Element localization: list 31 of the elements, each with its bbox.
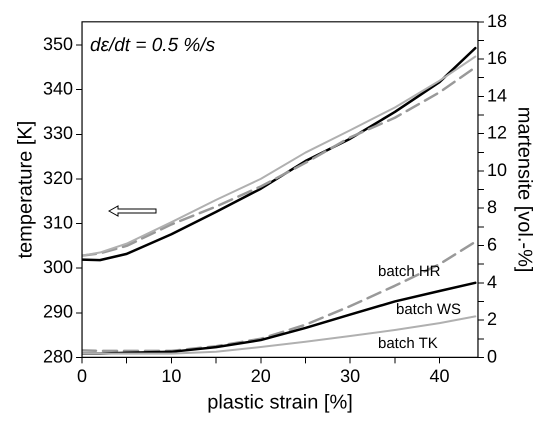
x-tick-label: 20 — [250, 366, 271, 386]
y2-tick-label: 18 — [486, 10, 508, 31]
y-tick-label: 340 — [42, 78, 74, 99]
y2-tick-label: 14 — [486, 85, 508, 106]
y2-tick-label: 10 — [486, 160, 508, 180]
y2-axis-title: martensite [vol.-%] — [513, 106, 536, 272]
y-tick-label: 300 — [42, 257, 74, 278]
y2-tick-label: 8 — [486, 197, 497, 218]
annotation: dε/dt = 0.5 %/s — [90, 35, 216, 56]
series-label: batch HR — [378, 262, 441, 280]
y2-tick-label: 0 — [486, 346, 497, 366]
y-tick-label: 280 — [42, 346, 74, 366]
series-label: batch WS — [396, 301, 462, 318]
y-tick-label: 310 — [42, 212, 74, 232]
x-axis-title: plastic strain [%] — [207, 392, 353, 414]
y2-tick-label: 2 — [486, 309, 497, 330]
y2-tick-label: 12 — [486, 122, 508, 143]
y-tick-label: 330 — [42, 123, 74, 144]
x-tick-label: 10 — [161, 366, 182, 386]
y-tick-label: 290 — [42, 302, 74, 322]
y2-tick-label: 16 — [486, 48, 508, 68]
x-tick-label: 0 — [77, 366, 88, 386]
y-tick-label: 350 — [42, 34, 74, 54]
x-tick-label: 30 — [340, 366, 360, 386]
y-tick-label: 320 — [42, 168, 74, 188]
y-axis-title: temperature [K] — [14, 120, 37, 259]
line-series — [82, 240, 477, 352]
y2-tick-label: 6 — [486, 234, 497, 254]
x-tick-label: 40 — [430, 366, 450, 386]
series-label: batch TK — [378, 335, 438, 352]
y2-tick-label: 4 — [486, 272, 497, 292]
